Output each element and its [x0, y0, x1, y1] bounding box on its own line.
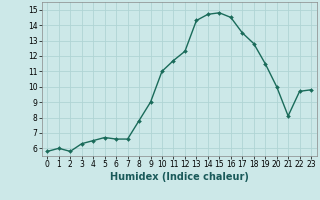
- X-axis label: Humidex (Indice chaleur): Humidex (Indice chaleur): [110, 172, 249, 182]
